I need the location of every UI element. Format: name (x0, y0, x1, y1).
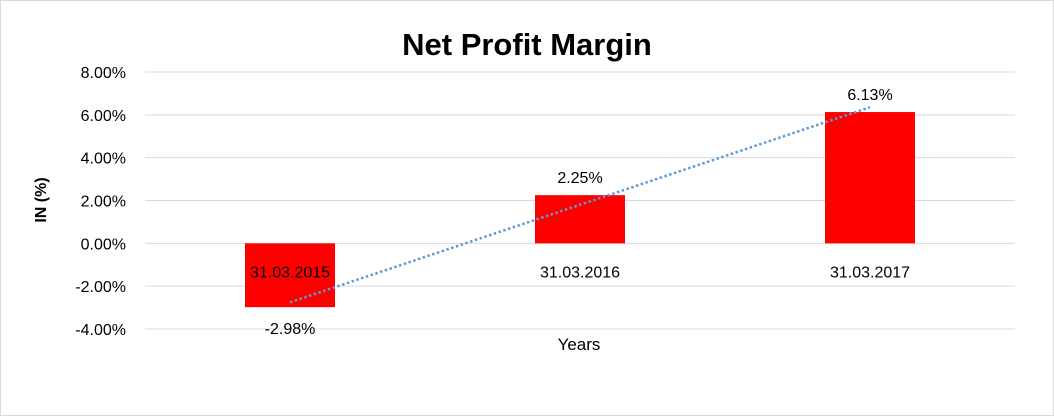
y-tick-label: -4.00% (75, 322, 126, 339)
y-tick-label: 4.00% (81, 151, 126, 168)
data-label: 2.25% (557, 170, 602, 187)
y-tick-label: 0.00% (81, 236, 126, 253)
bar (825, 112, 915, 244)
x-tick-label: 31.03.2017 (830, 264, 910, 281)
bar (245, 243, 335, 308)
x-tick-label: 31.03.2016 (540, 264, 620, 281)
y-axis-title: IN (%) (33, 177, 50, 222)
x-tick-label: 31.03.2015 (250, 264, 330, 281)
bar (535, 195, 625, 244)
y-tick-label: -2.00% (75, 279, 126, 296)
x-axis-title: Years (558, 335, 601, 354)
data-label: 6.13% (847, 87, 892, 104)
y-tick-label: 6.00% (81, 108, 126, 125)
y-tick-label: 8.00% (81, 65, 126, 82)
trendline (289, 106, 871, 304)
data-label: -2.98% (265, 321, 316, 338)
chart-title: Net Profit Margin (402, 27, 652, 62)
y-tick-label: 2.00% (81, 194, 126, 211)
